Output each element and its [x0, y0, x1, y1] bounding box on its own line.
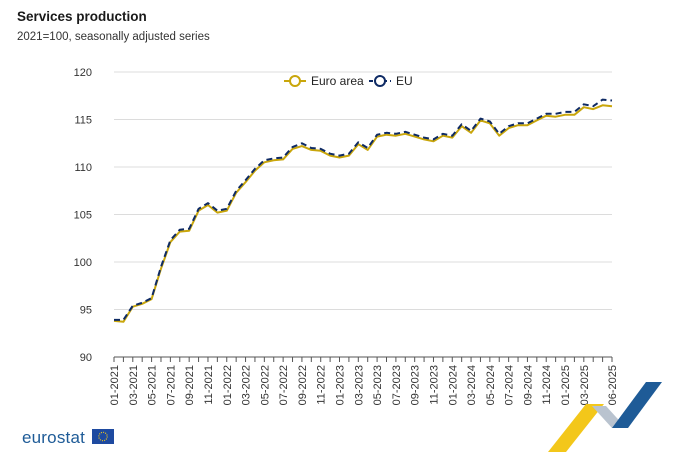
- x-tick-label: 11-2024: [541, 365, 553, 405]
- x-tick-label: 07-2021: [165, 365, 177, 405]
- y-tick-label: 115: [74, 115, 92, 127]
- x-tick-label: 03-2023: [353, 365, 365, 405]
- x-tick-label: 01-2024: [447, 365, 459, 405]
- x-tick-label: 07-2024: [504, 365, 516, 405]
- x-tick-label: 09-2024: [522, 365, 534, 405]
- chart-title: Services production: [17, 9, 147, 24]
- x-tick-label: 09-2021: [184, 365, 196, 405]
- x-tick-label: 01-2025: [560, 365, 572, 405]
- x-tick-label: 01-2021: [109, 365, 121, 405]
- x-tick-label: 11-2021: [203, 365, 215, 405]
- x-tick-label: 07-2022: [278, 365, 290, 405]
- eu-flag-icon: [91, 429, 114, 444]
- legend[interactable]: Euro area EU: [284, 74, 413, 88]
- x-tick-label: 03-2021: [128, 365, 140, 405]
- legend-item-eu[interactable]: EU: [369, 74, 413, 88]
- grid-lines: [114, 71, 612, 358]
- y-tick-label: 100: [74, 257, 92, 269]
- series-line-eu[interactable]: [114, 98, 613, 321]
- y-tick-label: 110: [74, 162, 92, 174]
- eurostat-logo: eurostat: [22, 428, 114, 448]
- eurostat-logo-text: eurostat: [22, 428, 86, 447]
- series-line-euro-area[interactable]: [113, 104, 613, 323]
- x-tick-label: 03-2024: [466, 365, 478, 405]
- x-axis: 01-2021 03-2021 05-2021 07-2021 09-2021 11-20…: [109, 356, 619, 405]
- x-tick-label: 05-2023: [372, 365, 384, 405]
- y-tick-label: 120: [74, 67, 92, 79]
- x-tick-label: 05-2022: [259, 365, 271, 405]
- legend-item-euro-area[interactable]: Euro area: [284, 74, 364, 88]
- x-tick-label: 11-2023: [428, 365, 440, 405]
- x-tick-label: 06-2025: [607, 365, 619, 405]
- x-tick-label: 11-2022: [316, 365, 328, 405]
- x-tick-label: 03-2022: [241, 365, 253, 405]
- x-tick-label: 09-2022: [297, 365, 309, 405]
- y-tick-label: 90: [80, 352, 92, 364]
- x-tick-label: 07-2023: [391, 365, 403, 405]
- x-tick-label: 03-2025: [579, 365, 591, 405]
- legend-label: EU: [396, 74, 413, 88]
- y-tick-label: 105: [74, 210, 92, 222]
- eurostat-decoration-graphic: [548, 382, 662, 452]
- x-tick-label: 05-2021: [147, 365, 159, 405]
- y-axis: 90 95 100 105 110 115 120: [74, 67, 92, 364]
- x-tick-label: 09-2023: [410, 365, 422, 405]
- series-lines: [113, 98, 613, 323]
- x-tick-label: 01-2022: [222, 365, 234, 405]
- y-tick-label: 95: [80, 305, 92, 317]
- legend-marker-icon: [289, 75, 301, 87]
- legend-marker-icon: [374, 75, 386, 87]
- chart-subtitle: 2021=100, seasonally adjusted series: [17, 31, 210, 43]
- legend-label: Euro area: [311, 74, 364, 88]
- x-tick-label: 01-2023: [335, 365, 347, 405]
- x-tick-label: 05-2024: [485, 365, 497, 405]
